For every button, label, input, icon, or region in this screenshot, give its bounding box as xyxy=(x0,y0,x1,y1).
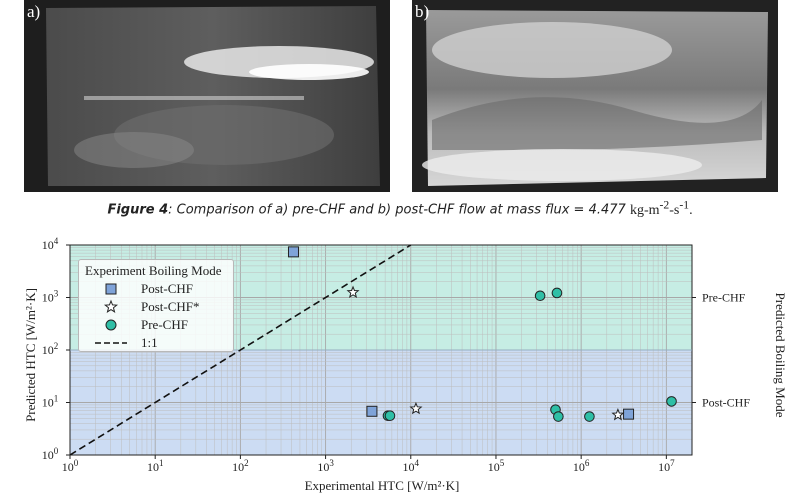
legend-item-one-to-one: 1:1 xyxy=(79,334,233,352)
post-chf-square-marker xyxy=(623,408,635,420)
x-axis-label: Experimental HTC [W/m²·K] xyxy=(305,478,460,493)
legend-item-post-chf-star: Post-CHF* xyxy=(79,298,233,316)
y-tick-label: 100 xyxy=(42,446,59,462)
y-tick-label: 104 xyxy=(42,236,59,252)
y-tick-labels: 100 101 102 103 104 xyxy=(42,236,70,462)
x-tick-label: 102 xyxy=(232,458,249,474)
post-chf-star-marker xyxy=(346,285,360,298)
pre-chf-circle-marker xyxy=(666,396,677,407)
x-tick-labels: 100 101 102 103 104 105 106 107 xyxy=(62,455,675,474)
x-tick-label: 101 xyxy=(147,458,164,474)
pre-chf-circle-marker xyxy=(534,290,546,302)
pre-chf-circle-marker xyxy=(551,287,563,299)
right-tick-label: Post-CHF xyxy=(702,396,750,410)
y-tick-label: 103 xyxy=(42,289,59,305)
post-chf-star-marker xyxy=(611,408,625,421)
y-tick-label: 101 xyxy=(42,394,59,410)
data-markers xyxy=(287,246,677,422)
photo-a-label: a) xyxy=(27,2,41,21)
legend: Experiment Boiling Mode Post-CHF Post-CH… xyxy=(78,259,234,352)
square-marker-icon xyxy=(105,283,117,295)
y-axis-label: Predicted HTC [W/m²·K] xyxy=(23,288,38,422)
pre-chf-circle-marker xyxy=(384,410,396,422)
caption-text: : Comparison of a) pre-CHF and b) post-C… xyxy=(168,202,630,218)
post-chf-star-marker xyxy=(409,401,423,415)
pre-chf-circle-marker xyxy=(584,411,595,422)
right-tick-labels: Pre-CHF Post-CHF xyxy=(692,291,750,410)
figure-caption: Figure 4: Comparison of a) pre-CHF and b… xyxy=(0,198,800,219)
units-main: kg-m xyxy=(629,202,660,218)
x-tick-label: 103 xyxy=(317,458,334,474)
photo-b-label: b) xyxy=(415,2,430,21)
y-tick-label: 102 xyxy=(42,341,59,357)
legend-item-post-chf: Post-CHF xyxy=(79,280,233,298)
units-end: . xyxy=(689,202,693,218)
legend-label-pre-chf: Pre-CHF xyxy=(141,317,188,332)
x-tick-label: 105 xyxy=(488,458,505,474)
photo-pre-chf-flow: a) xyxy=(24,0,390,192)
legend-title: Experiment Boiling Mode xyxy=(85,263,222,278)
legend-label-post-chf: Post-CHF xyxy=(141,281,194,296)
one-to-one-line-series xyxy=(69,244,412,456)
legend-label-one-to-one: 1:1 xyxy=(141,335,158,350)
units-exp-1: -2 xyxy=(659,198,670,211)
circle-marker-icon xyxy=(105,319,117,331)
post-chf-square-marker xyxy=(287,246,299,258)
right-tick-label: Pre-CHF xyxy=(702,291,746,305)
one-to-one-line xyxy=(69,244,412,456)
photo-post-chf-flow: b) xyxy=(412,0,778,192)
photo-b-image xyxy=(412,0,778,192)
right-axis-label: Predicted Boiling Mode xyxy=(773,293,788,418)
x-tick-label: 107 xyxy=(658,458,675,474)
units-exp-2: -1 xyxy=(679,198,690,211)
x-tick-label: 106 xyxy=(573,458,590,474)
x-tick-label: 100 xyxy=(62,458,79,474)
x-tick-label: 104 xyxy=(403,458,420,474)
star-marker-icon xyxy=(103,299,119,313)
caption-units: kg-m-2-s-1. xyxy=(629,198,693,218)
post-chf-square-marker xyxy=(366,405,378,417)
figure-label: Figure 4 xyxy=(107,202,169,218)
pre-chf-circle-marker xyxy=(553,411,564,422)
dashed-line-icon xyxy=(95,342,127,344)
legend-label-post-chf-star: Post-CHF* xyxy=(141,299,200,314)
photo-a-image xyxy=(24,0,390,192)
units-sep: -s xyxy=(669,202,680,218)
legend-item-pre-chf: Pre-CHF xyxy=(79,316,233,334)
